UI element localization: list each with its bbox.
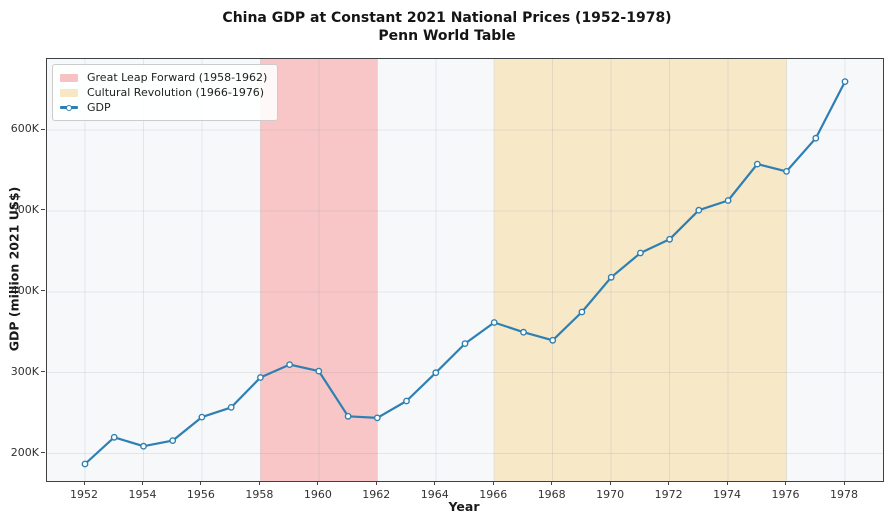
data-point-marker	[490, 319, 498, 326]
x-tick-mark	[492, 481, 494, 485]
y-tick-label: 300K	[10, 364, 39, 378]
y-tick-label: 600K	[10, 122, 39, 136]
y-tick-mark	[41, 371, 45, 373]
legend-patch-swatch-icon	[60, 88, 78, 97]
data-point-marker	[753, 160, 761, 168]
great-leap-forward-band	[260, 59, 378, 481]
data-point-marker	[315, 367, 323, 375]
data-point-marker	[198, 413, 206, 421]
x-tick-label: 1960	[303, 488, 332, 501]
legend-item-label: GDP	[87, 101, 111, 114]
x-tick-label: 1958	[245, 488, 274, 501]
legend-item-label: Cultural Revolution (1966-1976)	[87, 86, 265, 99]
figure-title-line2: Penn World Table	[378, 28, 516, 44]
data-point-marker	[783, 168, 790, 175]
data-point-marker	[81, 460, 89, 468]
data-point-marker	[227, 403, 235, 411]
legend-line-marker-icon	[60, 104, 78, 111]
data-point-marker	[520, 328, 527, 336]
x-tick-label: 1952	[70, 488, 98, 501]
x-tick-mark	[200, 481, 202, 485]
x-tick-mark	[843, 481, 845, 485]
data-point-marker	[286, 361, 294, 368]
data-point-marker	[432, 369, 440, 377]
data-point-marker	[637, 249, 644, 257]
data-point-marker	[812, 134, 820, 142]
plot-area: Great Leap Forward (1958-1962) Cultural R…	[46, 58, 884, 482]
data-point-marker	[841, 78, 849, 85]
x-tick-mark	[551, 481, 553, 485]
x-tick-mark	[434, 481, 436, 485]
x-tick-label: 1954	[128, 488, 157, 501]
figure-title-line1: China GDP at Constant 2021 National Pric…	[222, 10, 672, 26]
data-point-marker	[140, 442, 147, 450]
x-tick-label: 1970	[596, 488, 625, 501]
data-point-marker	[344, 412, 352, 420]
x-tick-label: 1968	[537, 488, 566, 501]
legend-item: GDP	[60, 100, 267, 115]
y-axis-label: GDP (million 2021 US$)	[6, 186, 22, 352]
cultural-revolution-band	[494, 59, 787, 481]
data-point-marker	[373, 414, 381, 422]
x-tick-mark	[726, 481, 728, 485]
data-point-marker	[169, 437, 177, 444]
data-point-marker	[578, 308, 586, 316]
x-tick-label: 1962	[362, 488, 391, 501]
data-point-marker	[110, 433, 118, 441]
x-tick-label: 1964	[420, 488, 449, 501]
x-tick-mark	[258, 481, 260, 485]
x-axis-label: Year	[448, 499, 480, 514]
x-tick-label: 1976	[771, 488, 800, 501]
y-tick-mark	[41, 290, 45, 292]
y-tick-label: 400K	[10, 283, 39, 297]
x-tick-label: 1966	[479, 488, 508, 501]
data-point-marker	[549, 336, 557, 344]
x-tick-label: 1978	[830, 488, 858, 501]
x-tick-mark	[83, 481, 85, 485]
x-tick-mark	[317, 481, 319, 485]
legend-patch-swatch-icon	[60, 73, 78, 82]
data-point-marker	[256, 374, 264, 381]
data-point-marker	[724, 197, 732, 204]
x-tick-mark	[609, 481, 611, 485]
x-tick-label: 1972	[654, 488, 683, 501]
legend-item: Great Leap Forward (1958-1962)	[60, 70, 267, 85]
x-tick-mark	[668, 481, 670, 485]
x-tick-mark	[375, 481, 377, 485]
y-tick-label: 200K	[10, 445, 39, 459]
x-tick-label: 1956	[186, 488, 215, 501]
legend-item-label: Great Leap Forward (1958-1962)	[87, 71, 268, 84]
y-tick-label: 500K	[10, 202, 39, 216]
legend-item: Cultural Revolution (1966-1976)	[60, 85, 267, 100]
legend-marker-dot-icon	[66, 104, 72, 111]
figure-title: China GDP at Constant 2021 National Pric…	[0, 9, 894, 45]
y-tick-mark	[41, 452, 45, 453]
x-tick-label: 1974	[713, 488, 742, 501]
chart-svg	[47, 59, 883, 481]
x-tick-mark	[141, 481, 143, 485]
data-point-marker	[461, 340, 469, 347]
y-tick-mark	[41, 209, 45, 211]
data-point-marker	[695, 206, 703, 214]
data-point-marker	[403, 397, 410, 405]
y-tick-mark	[41, 128, 45, 130]
legend: Great Leap Forward (1958-1962) Cultural R…	[52, 64, 279, 121]
x-tick-mark	[785, 481, 787, 485]
data-point-marker	[607, 273, 615, 281]
data-point-marker	[666, 235, 673, 243]
